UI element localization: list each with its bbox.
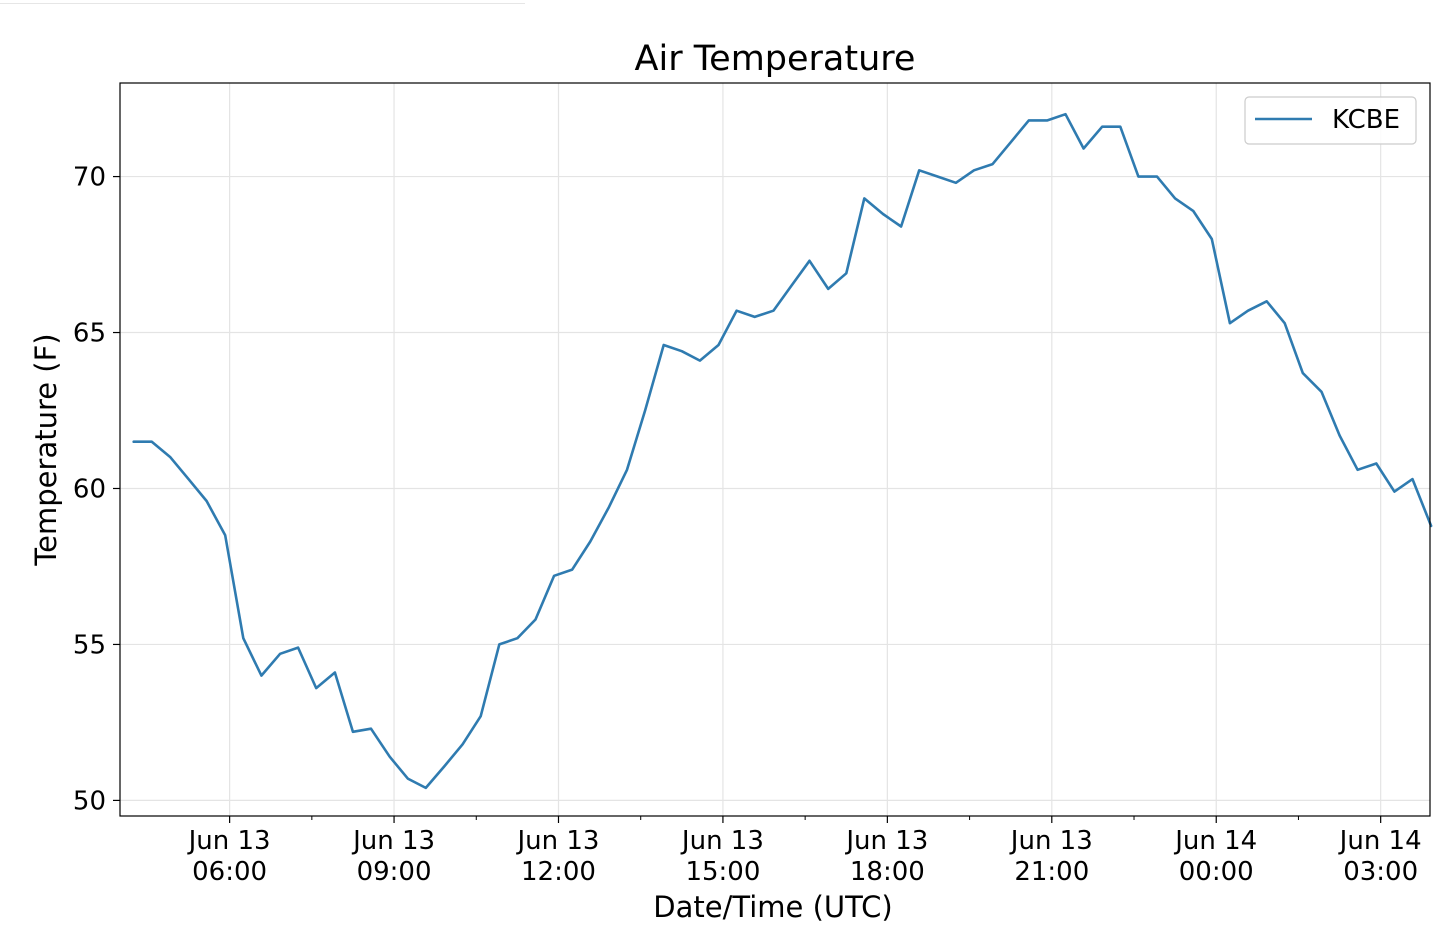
x-tick-label-date: Jun 13 bbox=[187, 826, 271, 856]
x-axis-title: Date/Time (UTC) bbox=[653, 890, 892, 924]
x-tick-label-date: Jun 14 bbox=[1173, 826, 1257, 856]
chart-title: Air Temperature bbox=[635, 39, 916, 79]
legend: KCBE bbox=[1244, 96, 1417, 145]
y-axis-title: Temperature (F) bbox=[29, 333, 63, 566]
x-tick-label-time: 00:00 bbox=[1179, 857, 1254, 887]
x-tick-label-time: 03:00 bbox=[1343, 857, 1418, 887]
series-line-kcbe bbox=[132, 112, 1433, 790]
grid-lines bbox=[120, 83, 1430, 816]
series-layer bbox=[132, 112, 1433, 790]
x-tick-label-date: Jun 14 bbox=[1338, 826, 1422, 856]
x-tick-label-time: 09:00 bbox=[357, 857, 432, 887]
x-tick-label-time: 18:00 bbox=[850, 857, 925, 887]
y-tick-label: 50 bbox=[73, 786, 106, 816]
x-tick-label-time: 06:00 bbox=[192, 857, 267, 887]
x-tick-label-time: 12:00 bbox=[521, 857, 596, 887]
y-tick-label: 65 bbox=[73, 319, 106, 349]
x-tick-label-date: Jun 13 bbox=[351, 826, 435, 856]
y-tick-label: 60 bbox=[73, 474, 106, 504]
x-tick-label-date: Jun 13 bbox=[680, 826, 764, 856]
x-tick-label-time: 21:00 bbox=[1014, 857, 1089, 887]
y-tick-label: 70 bbox=[73, 163, 106, 193]
x-tick-label-time: 15:00 bbox=[685, 857, 760, 887]
x-tick-label-date: Jun 13 bbox=[516, 826, 600, 856]
x-tick-label-date: Jun 13 bbox=[1009, 826, 1093, 856]
plot-frame bbox=[119, 82, 1431, 817]
y-tick-label: 55 bbox=[73, 630, 106, 660]
x-tick-label-date: Jun 13 bbox=[844, 826, 928, 856]
axis-ticks bbox=[113, 175, 1382, 823]
legend-label-kcbe: KCBE bbox=[1332, 105, 1400, 135]
legend-box bbox=[1244, 96, 1417, 145]
window-edge-bar bbox=[0, 0, 525, 4]
